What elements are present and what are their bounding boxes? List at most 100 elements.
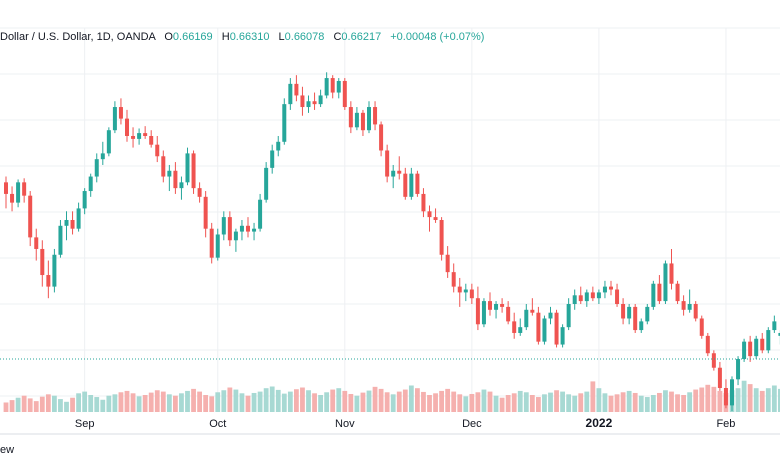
candle[interactable] [651, 280, 656, 310]
candle[interactable] [264, 162, 269, 203]
candle[interactable] [615, 283, 620, 307]
candle[interactable] [397, 156, 402, 180]
candle[interactable] [627, 304, 632, 325]
candle[interactable] [354, 107, 359, 131]
candle[interactable] [506, 301, 511, 325]
candle[interactable] [409, 167, 414, 200]
candle[interactable] [149, 130, 154, 148]
candle[interactable] [548, 306, 553, 325]
candle[interactable] [143, 126, 148, 139]
candle[interactable] [16, 179, 21, 208]
candle[interactable] [590, 286, 595, 302]
candle[interactable] [433, 208, 438, 223]
candle[interactable] [469, 283, 474, 304]
candle[interactable] [137, 128, 142, 145]
candle[interactable] [336, 78, 341, 99]
candle[interactable] [76, 202, 81, 232]
candle[interactable] [167, 164, 172, 192]
candle[interactable] [209, 222, 214, 264]
candle[interactable] [215, 228, 220, 261]
candle[interactable] [300, 86, 305, 116]
candle[interactable] [481, 298, 486, 328]
candle[interactable] [125, 109, 129, 142]
candle[interactable] [584, 289, 589, 307]
candle[interactable] [179, 176, 184, 200]
candle[interactable] [288, 78, 293, 110]
candle[interactable] [203, 191, 208, 238]
candle[interactable] [282, 98, 287, 145]
candle[interactable] [112, 101, 117, 134]
candle[interactable] [88, 173, 93, 197]
candles[interactable] [4, 72, 780, 412]
candle[interactable] [657, 275, 662, 304]
candle[interactable] [554, 309, 559, 348]
candle[interactable] [675, 280, 680, 304]
candle[interactable] [536, 306, 541, 345]
candle[interactable] [10, 186, 15, 212]
candle[interactable] [70, 211, 75, 235]
candle[interactable] [4, 176, 8, 209]
candle[interactable] [131, 127, 136, 148]
candle[interactable] [560, 324, 565, 348]
candle[interactable] [391, 164, 396, 189]
candle[interactable] [566, 298, 571, 331]
candle[interactable] [342, 78, 347, 110]
candle[interactable] [645, 304, 650, 325]
candle[interactable] [463, 283, 468, 302]
candle[interactable] [191, 150, 196, 194]
candle[interactable] [330, 75, 335, 99]
candle[interactable] [748, 335, 753, 362]
candle[interactable] [239, 220, 244, 241]
candle[interactable] [451, 263, 456, 293]
candle[interactable] [445, 246, 450, 278]
candle[interactable] [221, 211, 226, 241]
candle[interactable] [379, 121, 384, 157]
candle[interactable] [306, 95, 311, 113]
candle[interactable] [22, 178, 27, 203]
candle[interactable] [500, 298, 505, 313]
candle[interactable] [633, 304, 638, 333]
candle[interactable] [699, 315, 704, 339]
candle[interactable] [173, 162, 178, 194]
candle[interactable] [530, 298, 535, 316]
candle[interactable] [197, 182, 202, 203]
candle[interactable] [730, 376, 734, 412]
candle[interactable] [687, 289, 692, 313]
candle[interactable] [40, 240, 45, 287]
candle[interactable] [324, 72, 329, 99]
candle[interactable] [766, 327, 771, 354]
candle[interactable] [52, 248, 57, 293]
candle[interactable] [34, 228, 39, 261]
candle[interactable] [155, 136, 160, 163]
candle[interactable] [360, 109, 365, 136]
candle[interactable] [457, 277, 462, 307]
candle[interactable] [246, 217, 250, 238]
candle[interactable] [439, 217, 444, 261]
candle[interactable] [723, 379, 728, 409]
candle[interactable] [542, 315, 547, 345]
candle[interactable] [760, 332, 765, 354]
candle[interactable] [512, 312, 517, 339]
candle[interactable] [427, 205, 432, 232]
candle[interactable] [415, 170, 420, 197]
candle[interactable] [373, 101, 378, 131]
candle[interactable] [518, 318, 523, 336]
candle[interactable] [663, 260, 668, 304]
candle[interactable] [106, 127, 111, 157]
candle[interactable] [572, 289, 577, 310]
candle[interactable] [778, 330, 780, 345]
candle[interactable] [596, 289, 601, 304]
candle[interactable] [227, 211, 232, 247]
candle[interactable] [94, 153, 99, 183]
candle[interactable] [736, 356, 741, 386]
candle[interactable] [367, 101, 371, 134]
candle[interactable] [276, 136, 281, 157]
candle[interactable] [578, 286, 583, 304]
candle[interactable] [233, 228, 238, 252]
candle[interactable] [28, 191, 33, 247]
candle[interactable] [711, 350, 716, 371]
candle[interactable] [252, 222, 257, 241]
candle[interactable] [754, 335, 759, 360]
